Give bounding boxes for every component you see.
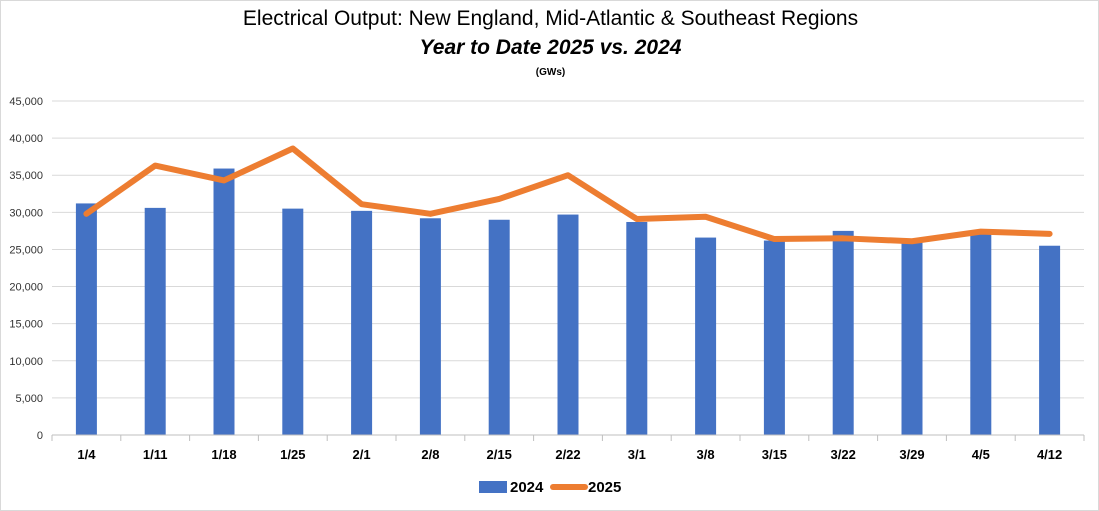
point-2025 [154, 165, 156, 167]
x-tick-label: 4/12 [1037, 447, 1062, 462]
x-tick-label: 3/22 [831, 447, 856, 462]
point-2025 [361, 203, 363, 205]
y-tick-label: 35,000 [9, 170, 43, 182]
x-tick-label: 3/15 [762, 447, 787, 462]
chart-title: Electrical Output: New England, Mid-Atla… [242, 7, 859, 30]
legend-label-2025: 2025 [588, 479, 621, 496]
point-2025 [498, 198, 500, 200]
legend-label-2024: 2024 [510, 479, 544, 496]
bar-2024 [488, 219, 510, 435]
point-2025 [85, 213, 87, 215]
bar-2024 [282, 208, 304, 435]
chart-unit-label: (GWs) [535, 67, 566, 78]
y-tick-label: 40,000 [9, 133, 43, 145]
x-tick-label: 2/8 [421, 447, 439, 462]
y-tick-label: 5,000 [15, 393, 43, 405]
bar-2024 [763, 240, 785, 435]
bar-2024 [970, 233, 992, 435]
x-tick-label: 1/25 [280, 447, 305, 462]
x-tick-label: 3/1 [628, 447, 646, 462]
y-tick-label: 0 [37, 430, 43, 442]
point-2025 [705, 216, 707, 218]
bar-2024 [75, 203, 97, 435]
point-2025 [567, 174, 569, 176]
point-2025 [911, 240, 913, 242]
bar-2024 [351, 210, 373, 435]
bar-2024 [626, 221, 648, 435]
y-tick-label: 20,000 [9, 282, 43, 294]
y-tick-label: 25,000 [9, 244, 43, 256]
bar-2024 [419, 218, 441, 435]
point-2025 [636, 218, 638, 220]
point-2025 [1049, 233, 1051, 235]
bar-2024 [695, 237, 717, 435]
y-tick-label: 10,000 [9, 356, 43, 368]
x-tick-label: 1/4 [77, 447, 96, 462]
point-2025 [429, 213, 431, 215]
bar-2024 [213, 168, 235, 435]
y-tick-label: 15,000 [9, 319, 43, 331]
bar-2024 [832, 230, 854, 435]
point-2025 [980, 231, 982, 233]
x-tick-label: 2/15 [487, 447, 512, 462]
point-2025 [842, 237, 844, 239]
x-tick-label: 2/22 [555, 447, 580, 462]
point-2025 [223, 179, 225, 181]
chart-subtitle: Year to Date 2025 vs. 2024 [419, 36, 682, 59]
x-tick-label: 3/8 [697, 447, 715, 462]
point-2025 [773, 238, 775, 240]
legend-swatch-2024 [479, 481, 507, 493]
bar-2024 [901, 242, 923, 435]
y-tick-label: 30,000 [9, 207, 43, 219]
x-tick-label: 1/18 [211, 447, 236, 462]
x-tick-label: 3/29 [899, 447, 924, 462]
x-tick-label: 4/5 [972, 447, 990, 462]
y-tick-label: 45,000 [9, 96, 43, 108]
bar-2024 [144, 207, 166, 435]
x-tick-label: 1/11 [143, 447, 168, 462]
point-2025 [292, 148, 294, 150]
x-tick-label: 2/1 [353, 447, 371, 462]
bar-2024 [557, 214, 579, 435]
bar-2024 [1039, 245, 1061, 435]
